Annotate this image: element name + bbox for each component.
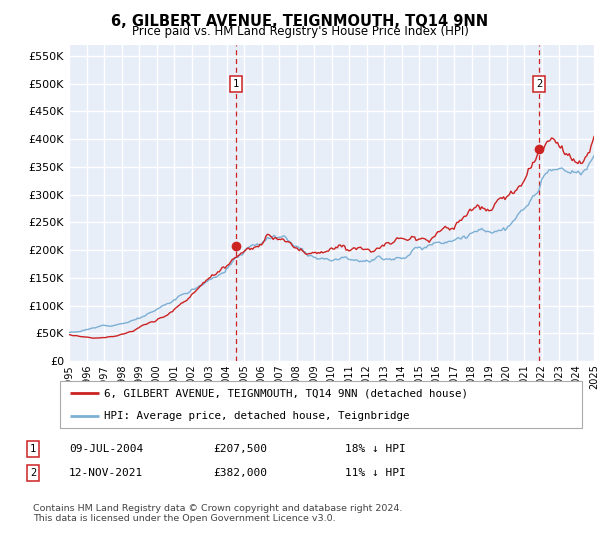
Text: 11% ↓ HPI: 11% ↓ HPI xyxy=(345,468,406,478)
Text: Price paid vs. HM Land Registry's House Price Index (HPI): Price paid vs. HM Land Registry's House … xyxy=(131,25,469,38)
Text: This data is licensed under the Open Government Licence v3.0.: This data is licensed under the Open Gov… xyxy=(33,514,335,523)
Text: 2: 2 xyxy=(30,468,36,478)
Text: 18% ↓ HPI: 18% ↓ HPI xyxy=(345,444,406,454)
Text: 1: 1 xyxy=(30,444,36,454)
Text: 12-NOV-2021: 12-NOV-2021 xyxy=(69,468,143,478)
Text: 09-JUL-2004: 09-JUL-2004 xyxy=(69,444,143,454)
Text: 2: 2 xyxy=(536,78,542,88)
Text: £382,000: £382,000 xyxy=(213,468,267,478)
Text: HPI: Average price, detached house, Teignbridge: HPI: Average price, detached house, Teig… xyxy=(104,411,410,421)
Text: 1: 1 xyxy=(232,78,239,88)
Text: Contains HM Land Registry data © Crown copyright and database right 2024.: Contains HM Land Registry data © Crown c… xyxy=(33,504,403,513)
Text: 6, GILBERT AVENUE, TEIGNMOUTH, TQ14 9NN (detached house): 6, GILBERT AVENUE, TEIGNMOUTH, TQ14 9NN … xyxy=(104,388,469,398)
Text: 6, GILBERT AVENUE, TEIGNMOUTH, TQ14 9NN: 6, GILBERT AVENUE, TEIGNMOUTH, TQ14 9NN xyxy=(112,14,488,29)
FancyBboxPatch shape xyxy=(60,381,582,428)
Text: £207,500: £207,500 xyxy=(213,444,267,454)
